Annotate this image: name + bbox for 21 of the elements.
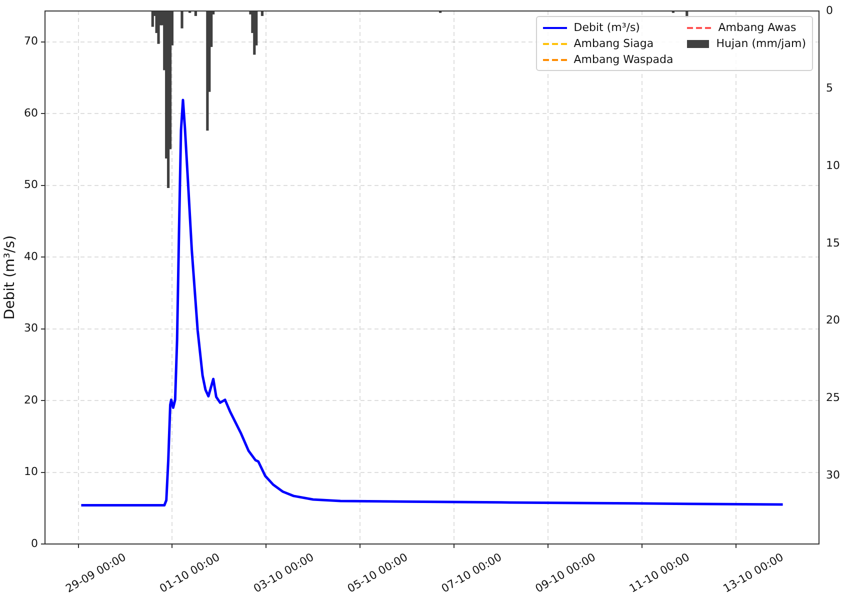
- y-tick-label: 10: [24, 465, 38, 478]
- y2-tick-label: 20: [826, 314, 840, 327]
- legend-label: Debit (m³/s): [574, 21, 640, 34]
- legend-label: Hujan (mm/jam): [716, 37, 806, 50]
- legend-label: Ambang Waspada: [574, 53, 674, 66]
- y-tick-label: 0: [31, 536, 38, 550]
- legend-label: Ambang Siaga: [574, 37, 654, 50]
- y2-tick-label: 25: [826, 391, 840, 404]
- y2-tick-label: 5: [826, 81, 833, 94]
- y-tick-label: 40: [24, 250, 38, 263]
- y-tick-label: 30: [24, 322, 38, 335]
- y-tick-label: 50: [24, 178, 38, 192]
- y2-tick-label: 10: [826, 158, 840, 172]
- y-tick-label: 60: [24, 106, 38, 120]
- y2-tick-label: 30: [826, 468, 840, 482]
- legend-label: Ambang Awas: [718, 21, 796, 34]
- y-tick-label: 70: [24, 34, 38, 48]
- y-axis-title: Debit (m³/s): [2, 235, 18, 320]
- y-tick-label: 20: [24, 393, 38, 406]
- y2-tick-label: 0: [826, 4, 833, 17]
- y2-tick-label: 15: [826, 236, 840, 250]
